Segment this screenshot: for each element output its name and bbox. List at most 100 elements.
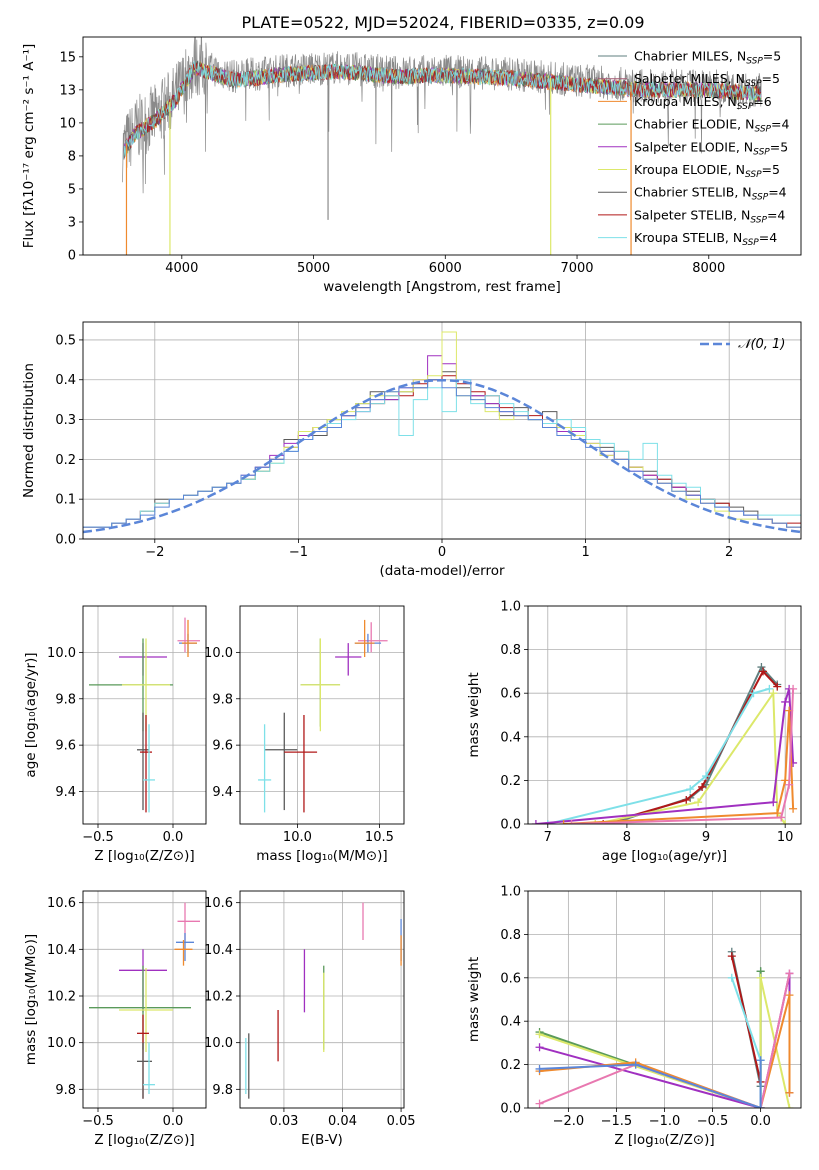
weight-marker	[765, 684, 774, 693]
x-axis-label: (data-model)/error	[379, 563, 505, 579]
x-axis-label: E(B-V)	[301, 1132, 343, 1148]
weight-marker	[785, 991, 794, 1000]
weight-marker	[756, 1056, 765, 1065]
chart-spectrum: 4000 5000 6000 7000 8000 0 3 5 8 10 13 15 wavelength…	[21, 36, 802, 295]
legend-label: Chabrier STELIB, NSSP=4	[634, 185, 787, 203]
y-tick-label: 0.2	[55, 453, 76, 468]
x-tick-label: 6000	[429, 261, 462, 276]
x-tick-label: −2	[145, 545, 164, 560]
normal-curve-line	[83, 378, 801, 534]
y-tick-label: 9.4	[212, 785, 233, 800]
model-line-kroupa_stelib	[123, 60, 762, 160]
y-tick-label: 9.8	[212, 1083, 233, 1098]
y-tick-label: 10.2	[47, 990, 76, 1005]
x-tick-label: 7000	[560, 261, 593, 276]
y-tick-label: 0	[68, 249, 76, 264]
histogram-series-5	[83, 379, 801, 539]
weight-marker	[769, 689, 778, 698]
x-tick-label: 9	[702, 830, 710, 845]
x-tick-label: 8000	[692, 261, 725, 276]
weight-marker	[535, 1030, 544, 1039]
x-tick-label: 10.0	[283, 830, 312, 845]
y-tick-label: 0.3	[55, 413, 76, 428]
weight-marker	[567, 820, 576, 824]
y-tick-label: 0.8	[500, 643, 521, 658]
legend-label-sub: SSP	[750, 215, 767, 225]
y-tick-label: 0.6	[500, 687, 521, 702]
x-tick-label: 7	[544, 830, 552, 845]
weight-marker	[702, 772, 711, 781]
axes-frame	[82, 321, 802, 540]
y-axis-label: mass [log₁₀(M/M⊙)]	[23, 934, 39, 1065]
legend-label-tail: =4	[767, 207, 785, 222]
legend-label-sub: SSP	[754, 125, 771, 135]
y-tick-label: 10	[59, 116, 76, 131]
y-tick-label: 10.4	[204, 943, 233, 958]
legend-label: Salpeter STELIB, NSSP=4	[634, 207, 785, 225]
x-tick-label: 10	[777, 830, 794, 845]
legend-label-tail: =4	[759, 230, 777, 245]
y-tick-label: 10.0	[204, 1036, 233, 1051]
x-tick-label: 5000	[297, 261, 330, 276]
legend-label-sub: SSP	[745, 79, 762, 89]
plot-area	[245, 902, 402, 1099]
legend-label-text: Salpeter ELODIE, N	[634, 139, 753, 154]
plot-area	[89, 617, 200, 813]
y-axis-label: age [log₁₀(age/yr)]	[23, 652, 39, 777]
y-tick-label: 10.2	[204, 990, 233, 1005]
weight-marker	[769, 798, 778, 807]
weight-marker	[785, 1104, 794, 1108]
weight-marker	[785, 969, 794, 978]
weight-marker	[631, 1060, 640, 1069]
y-tick-label: 9.8	[55, 692, 76, 707]
weight-marker	[756, 1104, 765, 1108]
plot-area	[83, 331, 801, 539]
y-tick-label: 13	[59, 83, 76, 98]
weight-marker	[757, 663, 766, 672]
legend-label-sub: SSP	[746, 57, 763, 67]
plot-area	[531, 663, 798, 824]
x-tick-label: 0.0	[163, 830, 184, 845]
y-tick-label: 1.0	[500, 885, 521, 900]
weight-marker	[535, 1099, 544, 1108]
y-axis-label: Normed distribution	[21, 363, 37, 498]
weight-marker	[543, 820, 552, 824]
y-tick-label: 9.4	[55, 785, 76, 800]
legend-label-text: Chabrier ELODIE, N	[634, 117, 754, 132]
x-axis-label: Z [log₁₀(Z/Z⊙)]	[94, 1132, 194, 1148]
legend: 𝒩(0, 1)	[700, 337, 785, 352]
x-tick-label: 0.03	[269, 1114, 298, 1129]
legend-label-text: Kroupa STELIB, N	[634, 230, 742, 245]
weight-marker	[535, 1064, 544, 1073]
legend-label-sub: SSP	[737, 102, 754, 112]
legend-label-sub: SSP	[742, 238, 759, 248]
y-tick-label: 10.6	[47, 896, 76, 911]
weight-marker	[781, 697, 790, 706]
y-tick-label: 15	[59, 50, 76, 65]
weight-marker	[698, 782, 707, 791]
y-tick-label: 0.4	[500, 1015, 521, 1030]
x-tick-label: −1	[289, 545, 308, 560]
y-axis-label: Flux [fλ10⁻¹⁷ erg cm⁻² s⁻¹ A⁻¹]	[21, 44, 37, 249]
legend-label: Chabrier ELODIE, NSSP=4	[634, 117, 789, 135]
weight-marker	[591, 820, 600, 824]
weight-marker	[756, 973, 765, 982]
x-tick-label: −1.5	[601, 1114, 633, 1129]
x-axis-label: mass [log₁₀(M/M⊙)]	[256, 848, 387, 864]
chart-age_vs_Z: −0.5 0.0 9.4 9.6 9.8 10.0 Z [log₁₀(Z/Z⊙)] age […	[23, 605, 207, 864]
legend-label: Kroupa ELODIE, NSSP=5	[634, 162, 780, 180]
legend-label-text: Kroupa ELODIE, N	[634, 162, 745, 177]
legend-label: Salpeter MILES, NSSP=5	[634, 71, 780, 89]
x-tick-label: −2.0	[553, 1114, 585, 1129]
x-tick-label: 0.0	[163, 1114, 184, 1129]
x-tick-label: 10.5	[365, 830, 394, 845]
x-tick-label: 4000	[165, 261, 198, 276]
x-axis-label: wavelength [Angstrom, rest frame]	[323, 279, 561, 295]
x-axis-label: Z [log₁₀(Z/Z⊙)]	[94, 848, 194, 864]
legend-label: 𝒩(0, 1)	[738, 337, 785, 352]
y-tick-label: 3	[68, 215, 76, 230]
weight-marker	[785, 780, 794, 789]
weight-marker	[781, 776, 790, 785]
x-tick-label: −0.5	[697, 1114, 729, 1129]
